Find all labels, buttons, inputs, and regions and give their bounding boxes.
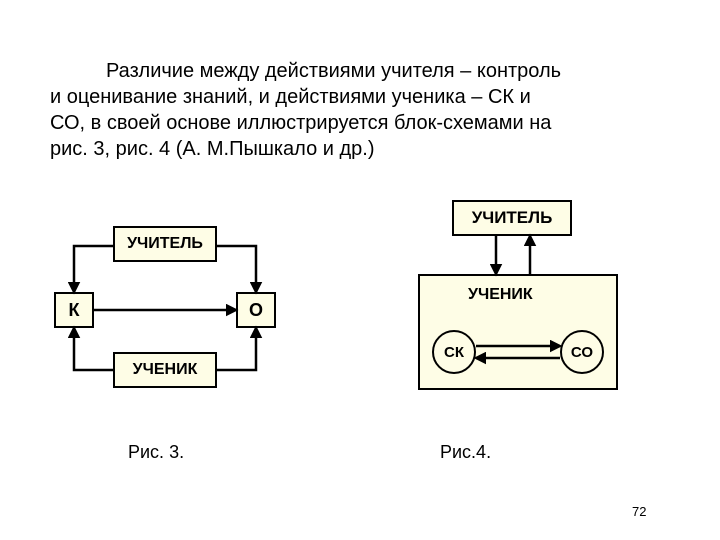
node-sk: СК [432,330,476,374]
page-number: 72 [632,504,646,519]
paragraph-text: Различие между действиями учителя – конт… [50,60,561,160]
node-teacher-left: УЧИТЕЛЬ [113,226,217,262]
node-k: К [54,292,94,328]
node-so: СО [560,330,604,374]
node-student-left: УЧЕНИК [113,352,217,388]
caption-fig4: Рис.4. [440,442,491,463]
node-teacher-right: УЧИТЕЛЬ [452,200,572,236]
body-paragraph: Различие между действиями учителя – конт… [50,58,570,162]
label-student-right: УЧЕНИК [468,286,533,304]
caption-fig3: Рис. 3. [128,442,184,463]
node-o: О [236,292,276,328]
